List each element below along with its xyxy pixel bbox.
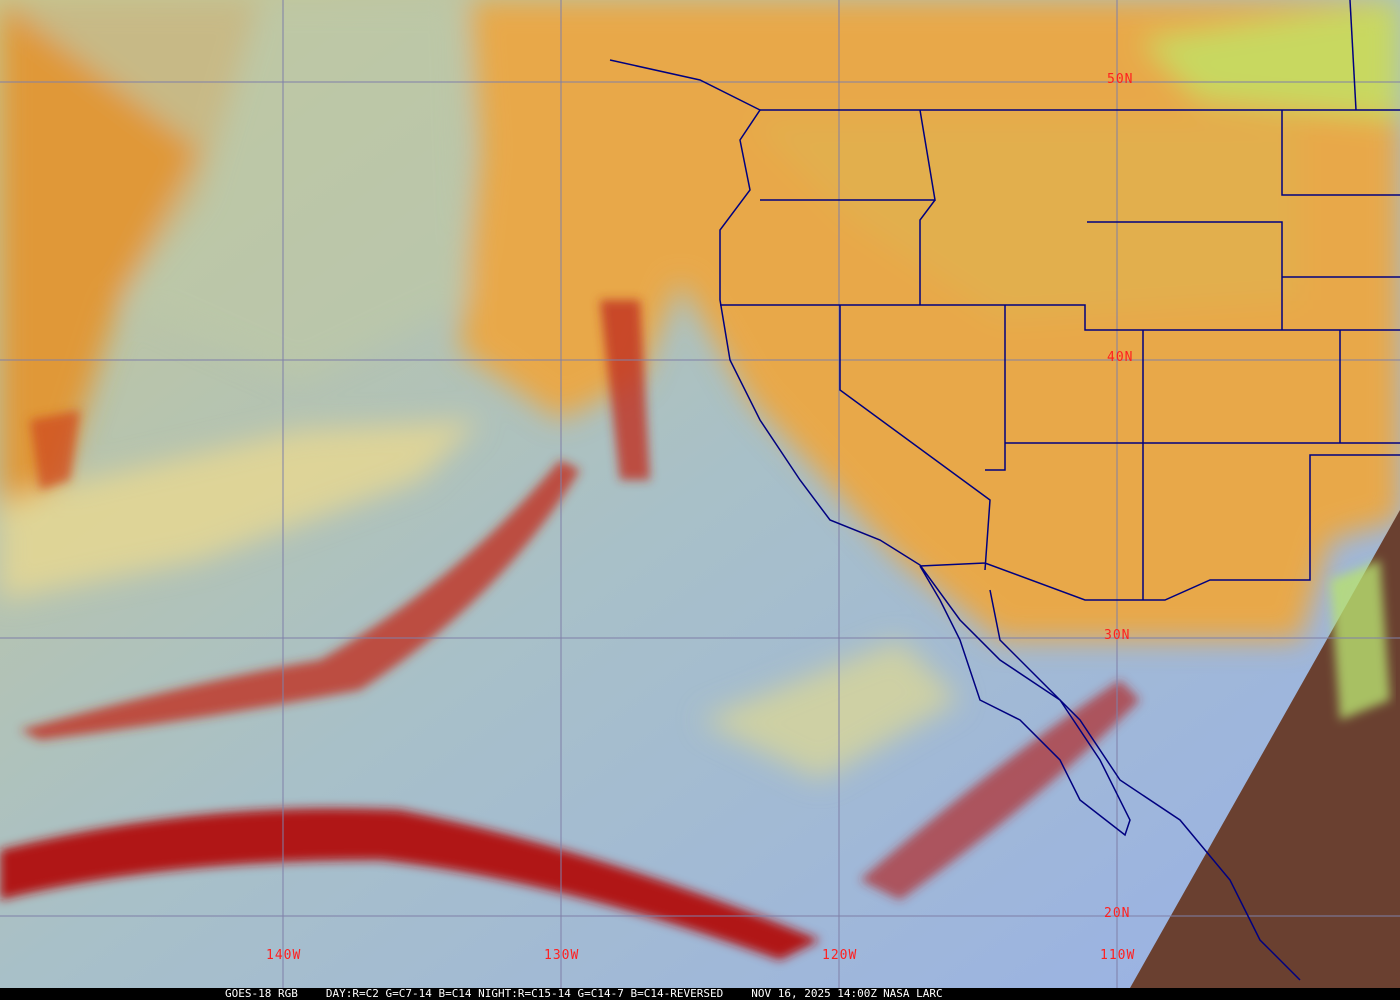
latitude-label: 30N [1104,628,1131,643]
longitude-label: 110W [1100,948,1136,963]
image-caption: GOES-18 RGB DAY:R=C2 G=C7-14 B=C14 NIGHT:… [0,988,1400,1000]
longitude-label: 140W [266,948,302,963]
latitude-label: 40N [1107,350,1134,365]
political-boundaries [609,0,1400,981]
caption-satellite: GOES-18 RGB [225,987,298,1000]
latitude-label: 50N [1107,72,1134,87]
caption-recipe: DAY:R=C2 G=C7-14 B=C14 NIGHT:R=C15-14 G=… [325,987,724,1000]
caption-datetime: NOV 16, 2025 14:00Z [751,987,878,1000]
longitude-label: 130W [544,948,580,963]
latitude-label: 20N [1104,906,1131,921]
longitude-label: 120W [822,948,858,963]
caption-credit: NASA LARC [883,987,943,1000]
